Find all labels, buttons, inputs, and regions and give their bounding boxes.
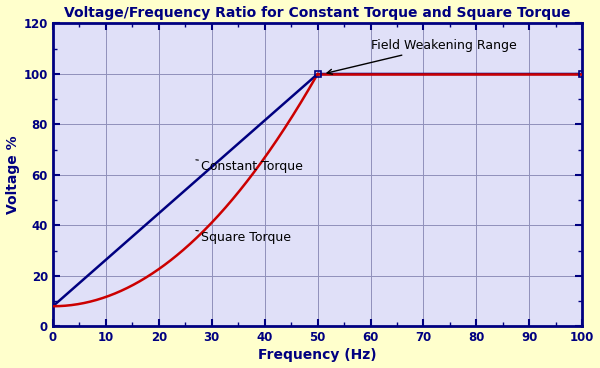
Text: Field Weakening Range: Field Weakening Range [327, 39, 516, 74]
Text: Constant Torque: Constant Torque [196, 160, 303, 173]
X-axis label: Frequency (Hz): Frequency (Hz) [258, 348, 377, 362]
Text: Square Torque: Square Torque [196, 230, 291, 244]
Title: Voltage/Frequency Ratio for Constant Torque and Square Torque: Voltage/Frequency Ratio for Constant Tor… [64, 6, 571, 20]
Y-axis label: Voltage %: Voltage % [5, 136, 20, 214]
